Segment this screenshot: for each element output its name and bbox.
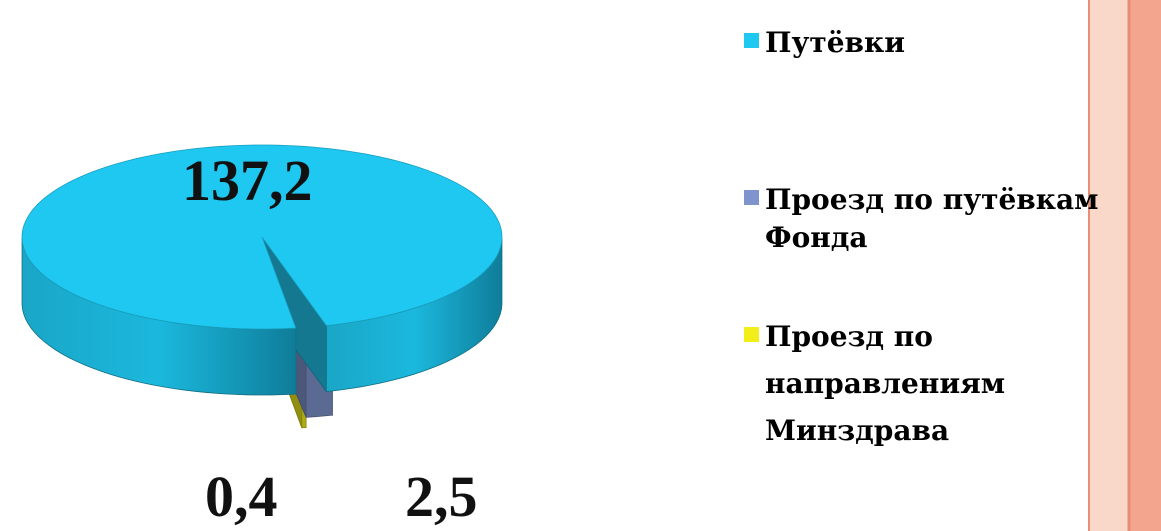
legend-label-1-line-0: Проезд по путёвкам — [765, 183, 1098, 216]
data-label-slice-2: 0,4 — [205, 464, 278, 529]
legend-swatch-1 — [744, 190, 759, 205]
legend-swatch-2 — [744, 327, 759, 342]
legend: Путёвки Проезд по путёвкам Фонда Проезд … — [744, 26, 1098, 447]
pie-slice-0-top — [21, 144, 503, 330]
legend-swatch-0 — [744, 33, 759, 48]
legend-label-0-line-0: Путёвки — [765, 26, 905, 59]
legend-label-2-line-0: Проезд по — [765, 320, 933, 353]
legend-label-2-line-2: Минздрава — [765, 414, 949, 447]
legend-label-2-line-1: направлениям — [765, 367, 1005, 400]
legend-item-0: Путёвки — [744, 26, 905, 59]
decorative-stripes — [1088, 0, 1161, 531]
data-label-slice-1: 2,5 — [405, 464, 478, 529]
stripe-light — [1089, 0, 1129, 531]
legend-item-1: Проезд по путёвкам Фонда — [744, 183, 1098, 254]
legend-item-2: Проезд по направлениям Минздрава — [744, 320, 1005, 447]
legend-label-1-line-1: Фонда — [765, 221, 868, 254]
stripe-dark — [1129, 0, 1161, 531]
pie-3d — [21, 144, 503, 429]
data-label-slice-0: 137,2 — [182, 148, 313, 213]
